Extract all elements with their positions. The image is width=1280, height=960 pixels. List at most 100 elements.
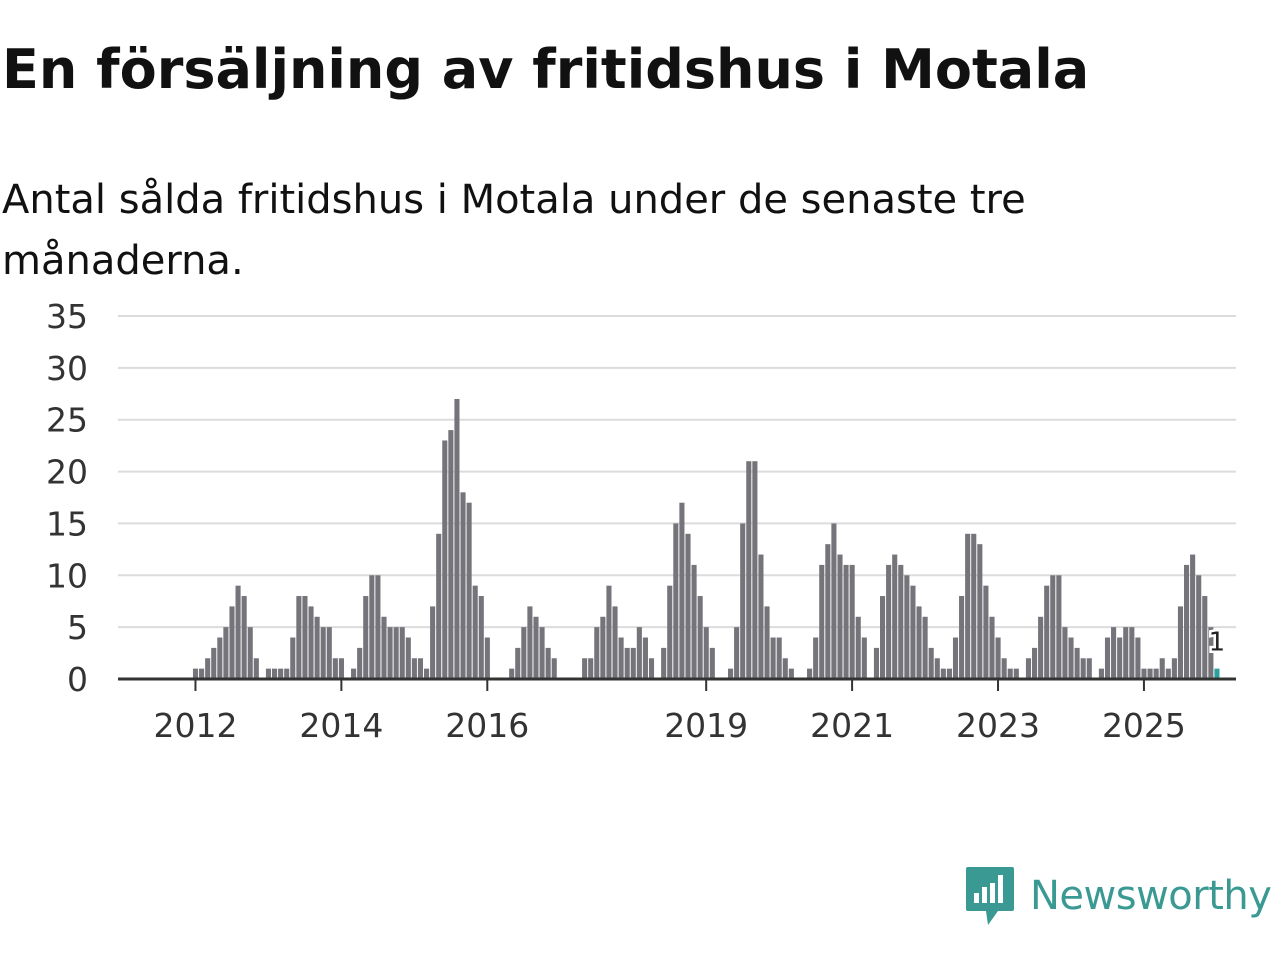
- bar: [1074, 647, 1080, 679]
- bar: [892, 554, 898, 679]
- bar: [478, 596, 484, 679]
- bar: [636, 627, 642, 679]
- bar: [1104, 637, 1111, 679]
- bar: [977, 544, 983, 679]
- bar: [685, 533, 691, 679]
- bar: [460, 492, 466, 679]
- bar: [679, 502, 685, 679]
- bar: [363, 596, 369, 679]
- bar: [995, 637, 1001, 679]
- bar: [278, 668, 284, 679]
- bar: [855, 616, 861, 679]
- highlight-bar: [1214, 668, 1220, 679]
- bar: [813, 637, 819, 679]
- bar: [1001, 658, 1007, 679]
- bar: [630, 647, 636, 679]
- bar: [1147, 668, 1153, 679]
- chart-title: En försäljning av fritidshus i Motala: [2, 38, 1090, 101]
- bar: [235, 585, 241, 679]
- bar: [922, 616, 928, 679]
- bar: [302, 596, 308, 679]
- bar: [472, 585, 478, 679]
- bar: [205, 658, 211, 679]
- bar: [776, 637, 782, 679]
- x-tick-label: 2012: [153, 706, 237, 745]
- y-tick-label: 0: [67, 660, 88, 699]
- bar: [417, 658, 424, 679]
- bar: [381, 616, 387, 679]
- x-tick-label: 2021: [810, 706, 894, 745]
- bar: [728, 668, 734, 679]
- x-tick-label: 2025: [1102, 706, 1186, 745]
- y-tick-label: 10: [46, 556, 88, 595]
- bar: [861, 637, 867, 679]
- bar: [752, 461, 758, 679]
- bar: [265, 668, 272, 679]
- bar: [886, 564, 892, 679]
- bar: [192, 668, 199, 679]
- bar: [326, 627, 332, 679]
- logo-text: Newsworthy: [1030, 873, 1272, 919]
- bar: [928, 647, 934, 679]
- bar: [1086, 658, 1092, 679]
- bar: [709, 647, 715, 679]
- bar: [959, 596, 965, 679]
- bar: [1098, 668, 1104, 679]
- bar: [539, 627, 545, 679]
- bar: [217, 637, 223, 679]
- bar: [989, 616, 995, 679]
- bar: [448, 430, 454, 679]
- bar: [387, 627, 393, 679]
- bar: [940, 668, 946, 679]
- bar: [952, 637, 959, 679]
- bar: [551, 658, 557, 679]
- bar: [1177, 606, 1184, 679]
- bar: [399, 627, 405, 679]
- bar: [1080, 658, 1086, 679]
- bar: [369, 575, 375, 679]
- bar: [648, 658, 655, 679]
- bar: [1135, 637, 1141, 679]
- bar: [588, 658, 594, 679]
- y-tick-label: 35: [46, 297, 88, 336]
- bar: [411, 658, 417, 679]
- bar: [697, 596, 703, 679]
- highlight-bar-label: 1: [1209, 628, 1226, 658]
- bar: [253, 658, 259, 679]
- bar: [910, 585, 916, 679]
- bar: [308, 606, 314, 679]
- bar: [223, 627, 229, 679]
- bar: [1153, 668, 1159, 679]
- bar: [746, 461, 752, 679]
- bar: [1141, 668, 1147, 679]
- bar: [1202, 596, 1208, 679]
- chart-subtitle: Antal sålda fritidshus i Motala under de…: [2, 177, 1026, 284]
- y-tick-label: 30: [46, 349, 88, 388]
- bar: [1007, 668, 1013, 679]
- bar: [612, 606, 618, 679]
- bar: [734, 627, 740, 679]
- bar: [916, 606, 922, 679]
- bar: [1032, 647, 1038, 679]
- bar: [466, 502, 472, 679]
- bar: [351, 668, 357, 679]
- bar: [430, 606, 436, 679]
- bar: [807, 668, 813, 679]
- bar: [211, 647, 217, 679]
- bar: [527, 606, 533, 679]
- x-tick-label: 2019: [664, 706, 748, 745]
- bar: [1111, 627, 1117, 679]
- bar: [703, 627, 709, 679]
- bar: [314, 616, 320, 679]
- bar: [673, 523, 679, 679]
- bar: [454, 398, 460, 679]
- bar: [971, 533, 977, 679]
- bar: [296, 596, 302, 679]
- x-tick-label: 2023: [956, 706, 1040, 745]
- bar: [1159, 658, 1165, 679]
- bar: [837, 554, 843, 679]
- bar: [667, 585, 673, 679]
- bar: [1123, 627, 1129, 679]
- bar: [606, 585, 612, 679]
